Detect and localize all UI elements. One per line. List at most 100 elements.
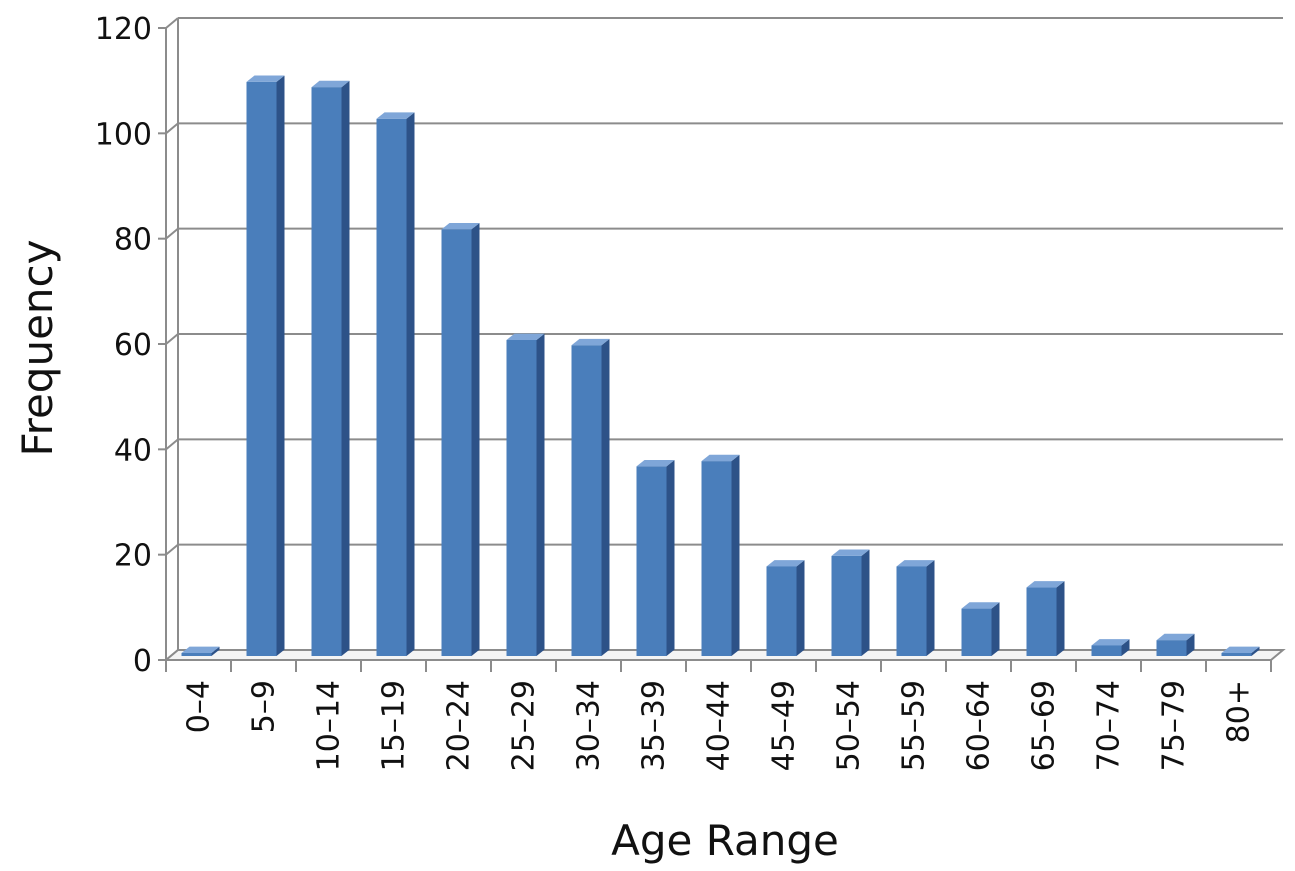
x-tick-label: 55–59 — [897, 680, 932, 771]
bar-side — [666, 460, 675, 656]
bar-front — [1156, 640, 1187, 656]
gridline-depth — [165, 543, 179, 556]
x-tick-label: 65–69 — [1027, 680, 1062, 771]
bar-front — [246, 81, 277, 656]
bar-top — [961, 602, 1000, 609]
bar-front — [961, 608, 992, 656]
bar-top — [1026, 581, 1065, 588]
x-axis-title: Age Range — [611, 816, 839, 865]
bar-side — [1186, 633, 1195, 656]
bar-front — [896, 566, 927, 656]
bar-front — [1221, 653, 1252, 656]
x-tick-label: 40–44 — [702, 680, 737, 771]
y-tick-label: 0 — [133, 644, 152, 679]
bar-top — [701, 454, 740, 462]
bar-side — [211, 646, 220, 656]
bar — [1156, 633, 1195, 656]
x-tick-label: 30–34 — [572, 680, 607, 771]
bar-front — [636, 466, 667, 656]
y-tick-label: 60 — [114, 328, 152, 363]
x-tick-label: 45–49 — [767, 680, 802, 771]
bar-side — [796, 560, 805, 656]
bar — [181, 646, 220, 656]
bar-front — [701, 461, 732, 656]
bar-front — [1091, 645, 1122, 656]
bar — [506, 333, 545, 656]
gridline-depth — [165, 122, 179, 135]
x-tick-label: 75–79 — [1157, 680, 1192, 771]
x-tick-label: 0–4 — [182, 680, 217, 733]
bar — [571, 338, 610, 656]
x-tick-label: 5–9 — [247, 680, 282, 733]
x-tick-labels: 0–4 5–9 10–14 15–19 20–24 25–29 30–34 35–39 40–4… — [182, 680, 1257, 771]
y-tick-label: 120 — [95, 12, 152, 47]
x-tick-label: 25–29 — [507, 680, 542, 771]
gridline-depth — [165, 438, 179, 451]
bar-front — [766, 566, 797, 656]
bar-side — [926, 560, 935, 656]
bar-front — [571, 345, 602, 656]
bar-side — [471, 223, 480, 656]
bar-top — [1156, 633, 1195, 641]
bar — [311, 80, 350, 657]
bar-side — [1056, 581, 1065, 656]
bar-top — [766, 560, 805, 567]
bar — [766, 560, 805, 656]
bar-side — [861, 549, 870, 656]
x-tick-label: 35–39 — [637, 680, 672, 771]
bar-top — [246, 75, 285, 82]
bar-front — [506, 340, 537, 656]
bar-top — [441, 223, 480, 230]
bar-side — [341, 80, 350, 657]
bar — [961, 602, 1000, 656]
bar-front — [1026, 587, 1057, 656]
bar-front — [831, 555, 862, 656]
bar-side — [536, 333, 545, 656]
x-tick-label: 60–64 — [962, 680, 997, 771]
bar — [1026, 581, 1065, 656]
bar-top — [571, 338, 610, 346]
gridline-depth — [165, 333, 179, 345]
bar-top — [506, 333, 545, 340]
bar-top — [181, 646, 220, 653]
bar-side — [991, 602, 1000, 656]
gridline-depth — [165, 227, 179, 240]
bar-top — [1221, 646, 1260, 653]
bar-front — [441, 229, 472, 656]
bar-top — [376, 112, 415, 119]
bar-top — [1091, 639, 1130, 646]
y-tick-label: 20 — [114, 539, 152, 574]
bar — [376, 112, 415, 657]
y-tick-label: 100 — [95, 117, 152, 152]
bar-top — [831, 549, 870, 556]
bar — [1091, 639, 1130, 656]
bar-top — [636, 460, 675, 467]
bar-side — [731, 454, 740, 656]
bar — [246, 75, 285, 657]
bars — [181, 75, 1260, 657]
bar-side — [1251, 646, 1260, 656]
bar — [636, 460, 675, 656]
bar-side — [276, 75, 285, 657]
x-tick-label: 70–74 — [1092, 680, 1127, 771]
bar — [831, 549, 870, 656]
bar-front — [181, 653, 212, 656]
x-tick-label: 10–14 — [312, 680, 347, 771]
bar — [1221, 646, 1260, 656]
bar-front — [311, 87, 342, 656]
bar — [441, 223, 480, 656]
x-tick-label: 20–24 — [442, 680, 477, 771]
bar-side — [601, 338, 610, 656]
y-tick-label: 40 — [114, 433, 152, 468]
bar-side — [1121, 639, 1130, 656]
y-tick-label: 80 — [114, 223, 152, 258]
x-tick-label: 15–19 — [377, 680, 412, 771]
bar-side — [406, 112, 415, 656]
bar-top — [311, 80, 350, 88]
gridline-depth — [165, 17, 179, 29]
x-tick-label: 50–54 — [832, 680, 867, 771]
x-tick-label: 80+ — [1222, 680, 1257, 743]
bar-front — [376, 118, 407, 657]
bar — [896, 560, 935, 656]
y-tick-labels: 0 20 40 60 80 100 120 — [95, 12, 152, 679]
